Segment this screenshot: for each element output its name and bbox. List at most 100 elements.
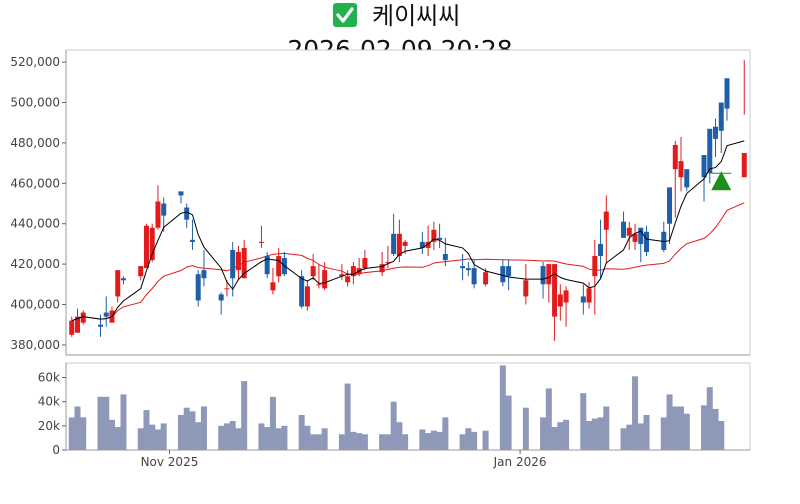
price-tick-label: 420,000 — [10, 257, 60, 271]
volume-bar — [258, 423, 265, 450]
candle-body — [345, 276, 351, 283]
volume-bar — [338, 434, 345, 450]
volume-bar — [74, 406, 81, 450]
candle-body — [115, 270, 121, 297]
volume-bar — [80, 417, 87, 450]
candle-body — [74, 316, 80, 333]
candle-body — [667, 187, 673, 224]
moving-average-short — [71, 140, 745, 322]
candle-body — [80, 312, 86, 323]
volume-bar — [97, 396, 104, 450]
volume-tick-label: 0 — [52, 443, 60, 457]
volume-bar — [632, 376, 639, 450]
candle-body — [224, 288, 230, 290]
volume-bar — [643, 414, 650, 450]
volume-bar — [419, 429, 426, 450]
ma-long-line — [71, 202, 745, 322]
volume-bar — [620, 428, 627, 450]
candle-body — [483, 272, 489, 285]
volume-bar — [160, 423, 167, 450]
x-axis-ticks: Nov 2025 Jan 2026 — [141, 450, 547, 469]
volume-bar — [241, 381, 248, 450]
volume-bar — [499, 365, 506, 450]
volume-bar — [580, 393, 587, 450]
volume-bar — [425, 433, 432, 450]
volume-bar — [712, 408, 719, 450]
x-tick-label: Nov 2025 — [141, 455, 199, 469]
candle-body — [97, 324, 103, 327]
candle-body — [138, 266, 144, 277]
volume-bar — [442, 417, 449, 450]
candle-body — [557, 294, 563, 307]
volume-bar — [384, 434, 391, 450]
volume-bar — [379, 434, 386, 450]
candle-body — [143, 225, 149, 269]
candle-body — [419, 241, 425, 248]
candle-body — [270, 282, 276, 291]
candle-body — [362, 258, 368, 269]
volume-bar — [120, 394, 127, 450]
volume-bar — [264, 427, 271, 450]
candle-body — [161, 203, 167, 216]
moving-average-long — [71, 202, 745, 322]
volume-bar — [706, 387, 713, 450]
candle-body — [741, 153, 747, 178]
candle-body — [701, 155, 707, 178]
candle-body — [523, 280, 529, 297]
candle-body — [103, 312, 109, 317]
candle-body — [540, 266, 546, 285]
volume-bar — [350, 431, 357, 450]
volume-bar — [189, 411, 196, 450]
volume-bar — [430, 430, 437, 450]
candle-body — [258, 241, 264, 243]
volume-bar — [505, 395, 512, 450]
price-tick-label: 500,000 — [10, 96, 60, 110]
volume-bar — [321, 428, 328, 450]
candle-body — [155, 201, 161, 228]
volume-bar — [200, 406, 207, 450]
volume-bar — [522, 407, 529, 450]
candle-body — [724, 78, 730, 109]
volume-bar — [269, 396, 276, 450]
price-tick-label: 460,000 — [10, 176, 60, 190]
candle-body — [500, 266, 506, 283]
candle-body — [586, 288, 592, 303]
volume-tick-label: 60k — [38, 371, 60, 385]
volume-bar — [586, 421, 593, 450]
candle-body — [603, 211, 609, 230]
candle-body — [299, 276, 305, 307]
candle-body — [304, 286, 310, 307]
volume-bar — [108, 419, 115, 450]
price-tick-label: 520,000 — [10, 55, 60, 69]
volume-bar — [361, 434, 368, 450]
volume-tick-label: 20k — [38, 419, 60, 433]
candle-body — [149, 227, 155, 261]
price-tick-label: 380,000 — [10, 338, 60, 352]
volume-y-ticks: 0 20k 40k 60k — [38, 371, 66, 457]
candle-body — [638, 227, 644, 244]
candle-body — [644, 231, 650, 252]
volume-bar — [68, 417, 75, 450]
volume-bar — [626, 424, 633, 450]
volume-bar — [436, 431, 443, 450]
volume-bar — [540, 417, 547, 450]
candle-body — [431, 229, 437, 242]
candle-body — [350, 266, 356, 277]
volume-bar — [149, 424, 156, 450]
volume-bar — [223, 423, 230, 450]
candle-body — [661, 231, 667, 250]
volume-bar — [563, 419, 570, 450]
volume-bar — [637, 423, 644, 450]
candle-body — [184, 207, 190, 220]
candle-body — [218, 294, 224, 301]
candle-body — [201, 270, 207, 279]
price-tick-label: 480,000 — [10, 136, 60, 150]
volume-bar — [103, 396, 110, 450]
candles — [69, 60, 747, 341]
candle-body — [437, 237, 443, 240]
volume-bar — [557, 422, 564, 450]
volume-tick-label: 40k — [38, 395, 60, 409]
candle-body — [425, 241, 431, 248]
candle-body — [460, 266, 466, 269]
